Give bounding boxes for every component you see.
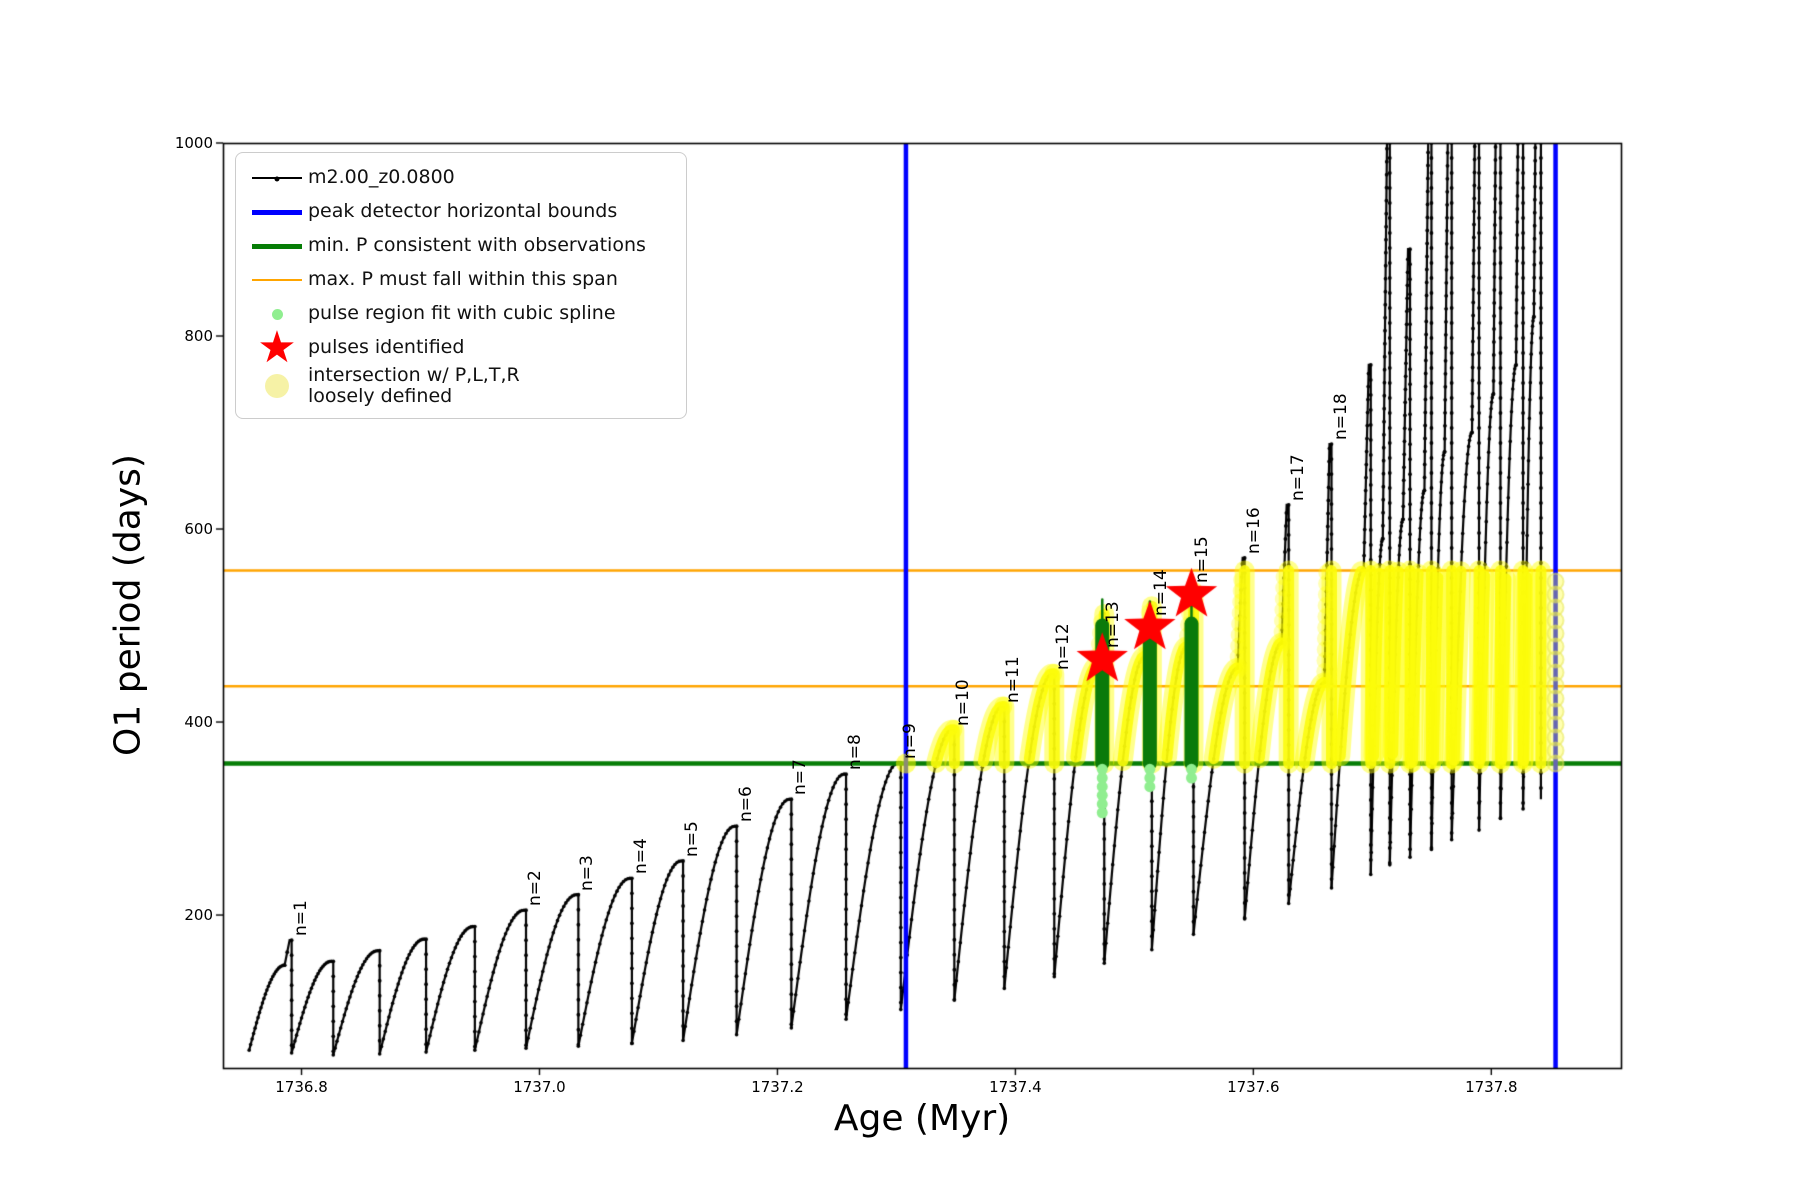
legend-item: pulse region fit with cubic spline [246, 297, 674, 331]
pulse-label-n-2: n=2 [525, 870, 546, 907]
pulse-label-n-16: n=16 [1243, 507, 1264, 554]
legend-item-label: max. P must fall within this span [308, 268, 618, 291]
legend-item: max. P must fall within this span [246, 263, 674, 297]
y-tick-label: 800 [184, 327, 213, 345]
y-tick-label: 200 [184, 906, 213, 925]
legend-item: min. P consistent with observations [246, 229, 674, 263]
pulse-label-n-4: n=4 [630, 838, 651, 875]
pulse-label-n-11: n=11 [1003, 655, 1024, 703]
legend-item-label: m2.00_z0.0800 [308, 166, 455, 189]
pulse-label-n-5: n=5 [682, 821, 703, 857]
star-icon: ★ [257, 322, 297, 373]
pulse-label-n-7: n=7 [790, 759, 811, 796]
legend-item-label: min. P consistent with observations [308, 234, 646, 257]
pulse-label-n-12: n=12 [1053, 623, 1074, 670]
line-swatch-icon [246, 209, 308, 215]
y-tick-label: 1000 [174, 134, 213, 152]
large-dot-icon [246, 374, 308, 399]
legend-item-label: pulses identified [308, 336, 465, 359]
pulse-label-n-6: n=6 [735, 786, 756, 823]
legend-item: m2.00_z0.0800 [246, 161, 674, 195]
pulse-label-n-8: n=8 [845, 734, 866, 771]
y-tick-label: 600 [184, 520, 213, 539]
pulse-label-n-9: n=9 [899, 722, 920, 759]
pulse-label-n-18: n=18 [1330, 393, 1351, 441]
y-axis-title: O1 period (days) [107, 454, 149, 756]
y-tick-label: 400 [184, 713, 213, 732]
x-tick-label: 1737.0 [513, 1078, 566, 1096]
legend-item: peak detector horizontal bounds [246, 195, 674, 229]
line-swatch-icon [246, 243, 308, 249]
pulse-label-n-13: n=13 [1103, 600, 1124, 648]
pulse-label-n-15: n=15 [1192, 536, 1213, 583]
legend-item: intersection w/ P,L,T,R loosely defined [246, 364, 674, 408]
x-axis-title: Age (Myr) [833, 1098, 1011, 1139]
x-tick-label: 1737.8 [1465, 1078, 1518, 1096]
x-tick-label: 1737.4 [989, 1078, 1042, 1096]
pulse-label-n-1: n=1 [290, 900, 311, 937]
legend-item-label: peak detector horizontal bounds [308, 200, 618, 223]
line-swatch-icon [246, 279, 308, 281]
pulse-label-n-10: n=10 [953, 679, 974, 726]
x-tick-label: 1737.2 [751, 1078, 804, 1096]
small-dot-icon [246, 308, 308, 320]
legend-item: ★ pulses identified [246, 322, 674, 373]
legend-item-label: intersection w/ P,L,T,R loosely defined [308, 364, 520, 408]
pulse-label-n-14: n=14 [1150, 569, 1171, 616]
x-tick-label: 1737.6 [1227, 1078, 1280, 1096]
series-line-icon [246, 176, 308, 182]
pulse-label-n-3: n=3 [577, 854, 598, 891]
pulse-label-n-17: n=17 [1287, 454, 1308, 501]
x-tick-label: 1736.8 [275, 1078, 328, 1096]
legend-item-label: pulse region fit with cubic spline [308, 302, 616, 325]
